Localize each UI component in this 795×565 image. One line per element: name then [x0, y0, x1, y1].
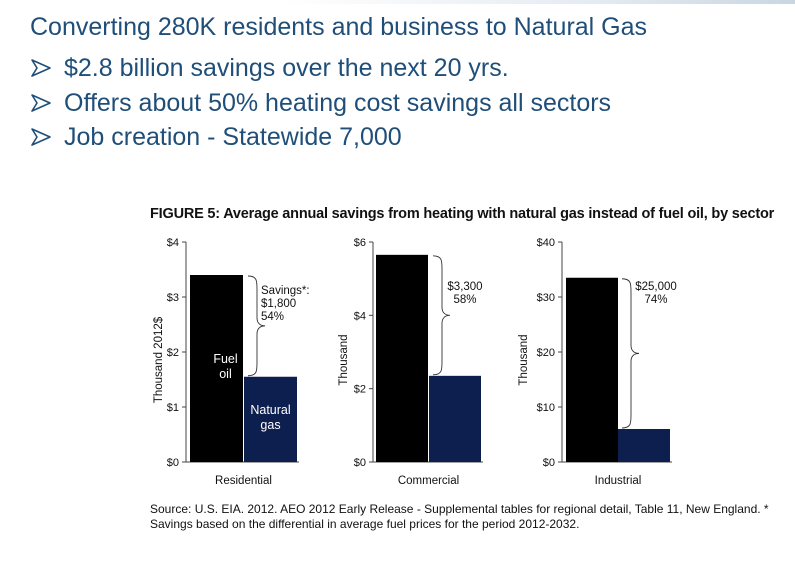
savings-bracket: [247, 275, 266, 377]
x-category-label: Residential: [215, 475, 272, 487]
figure-title: FIGURE 5: Average annual savings from he…: [150, 206, 775, 222]
arrow-bullet-icon: [31, 93, 51, 112]
y-tick-label: $10: [537, 402, 555, 414]
bar-natural-gas: [618, 429, 670, 462]
source-note: Source: U.S. EIA. 2012. AEO 2012 Early R…: [150, 502, 780, 532]
bar-inner-label: Natural: [250, 403, 290, 417]
slide-title: Converting 280K residents and business t…: [30, 13, 648, 41]
bullet-item: $2.8 billion savings over the next 20 yr…: [30, 51, 611, 86]
bullet-text: Offers about 50% heating cost savings al…: [64, 88, 612, 117]
bullet-text: Job creation - Statewide 7,000: [64, 123, 402, 151]
x-category-label: Commercial: [398, 475, 459, 487]
bar-fuel-oil: [376, 254, 428, 462]
bar-inner-label: gas: [260, 418, 280, 432]
y-tick-label: $0: [167, 457, 179, 469]
bar-fuel-oil: [566, 277, 618, 462]
bar-fuel-oil: [190, 275, 243, 462]
savings-bracket: [432, 255, 451, 376]
y-tick-label: $2: [354, 384, 366, 396]
savings-bracket: [621, 278, 640, 429]
top-divider-line: [0, 0, 795, 4]
bullet-item: Job creation - Statewide 7,000: [30, 120, 611, 155]
y-axis-label: Thousand: [338, 334, 350, 385]
source-line: Savings based on the differential in ave…: [150, 517, 580, 531]
savings-annotation: $25,000: [635, 281, 677, 293]
x-category-label: Industrial: [595, 475, 642, 487]
y-tick-label: $0: [543, 457, 555, 469]
y-tick-label: $2: [167, 347, 179, 359]
bullet-item: Offers about 50% heating cost savings al…: [30, 86, 611, 121]
source-line: Source: U.S. EIA. 2012. AEO 2012 Early R…: [150, 502, 769, 516]
bar-inner-label: oil: [219, 367, 232, 381]
savings-annotation: $1,800: [261, 298, 296, 310]
y-tick-label: $6: [354, 237, 366, 249]
arrow-bullet-icon: [31, 59, 51, 78]
y-tick-label: $40: [537, 237, 555, 249]
savings-annotation: $3,300: [447, 281, 482, 293]
y-tick-label: $4: [354, 310, 366, 322]
y-axis-label: Thousand: [518, 334, 530, 385]
y-tick-label: $3: [167, 292, 179, 304]
y-tick-label: $4: [167, 237, 179, 249]
y-tick-label: $30: [537, 292, 555, 304]
savings-annotation: 58%: [453, 294, 476, 306]
bar-natural-gas: [429, 375, 481, 462]
savings-annotation: Savings*:: [261, 285, 310, 297]
arrow-bullet-icon: [31, 128, 51, 147]
y-tick-label: $0: [354, 457, 366, 469]
bar-natural-gas: [244, 376, 297, 462]
bullet-text: $2.8 billion savings over the next 20 yr…: [64, 54, 509, 82]
y-tick-label: $1: [167, 402, 179, 414]
bar-inner-label: Fuel: [213, 352, 237, 366]
y-tick-label: $20: [537, 347, 555, 359]
bullet-list: $2.8 billion savings over the next 20 yr…: [30, 51, 611, 155]
savings-annotation: 74%: [644, 294, 667, 306]
savings-annotation: 54%: [261, 311, 284, 323]
y-axis-label: Thousand 2012$: [153, 316, 165, 403]
